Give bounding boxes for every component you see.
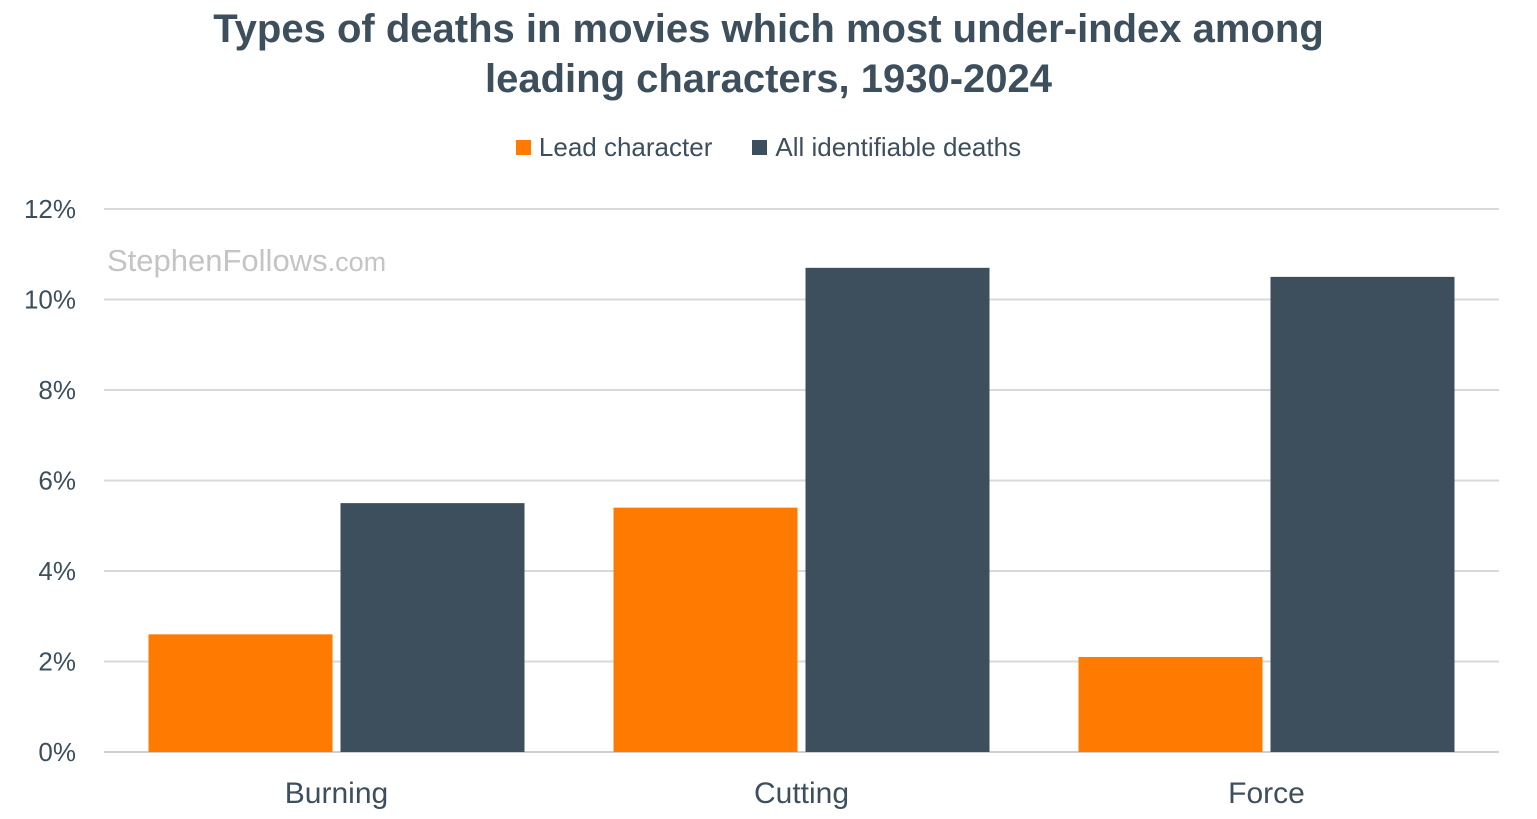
legend-item-all-deaths: All identifiable deaths: [752, 132, 1021, 163]
bar-all-deaths: [805, 267, 990, 752]
legend-swatch-lead-character: [515, 140, 531, 155]
bar-all-deaths: [1270, 276, 1455, 752]
legend-label-lead-character: Lead character: [538, 132, 713, 162]
y-tick-label: 0%: [38, 737, 76, 767]
watermark-main: StephenFollows: [107, 243, 328, 278]
x-tick-label: Burning: [285, 777, 388, 810]
y-tick-label: 10%: [24, 285, 76, 315]
watermark: StephenFollows.com: [107, 243, 386, 279]
chart-title: Types of deaths in movies which most und…: [0, 4, 1537, 104]
legend-item-lead-character: Lead character: [515, 132, 713, 163]
y-tick-label: 4%: [38, 556, 76, 586]
y-tick-label: 12%: [24, 194, 76, 224]
legend-label-all-deaths: All identifiable deaths: [775, 132, 1022, 162]
bar-all-deaths: [340, 503, 525, 752]
y-tick-label: 8%: [38, 375, 76, 405]
bar-lead-character: [613, 507, 798, 752]
bar-lead-character: [148, 634, 333, 752]
x-tick-label: Cutting: [754, 777, 849, 810]
y-tick-label: 2%: [38, 647, 76, 677]
x-tick-label: Force: [1228, 777, 1305, 810]
chart-title-line-2: leading characters, 1930-2024: [484, 57, 1052, 101]
bar-lead-character: [1078, 656, 1263, 752]
chart-title-line-1: Types of deaths in movies which most und…: [213, 7, 1324, 51]
y-tick-label: 6%: [38, 466, 76, 496]
legend-swatch-all-deaths: [752, 140, 768, 155]
chart-legend: Lead character All identifiable deaths: [0, 132, 1537, 163]
watermark-suffix: .com: [327, 247, 387, 277]
